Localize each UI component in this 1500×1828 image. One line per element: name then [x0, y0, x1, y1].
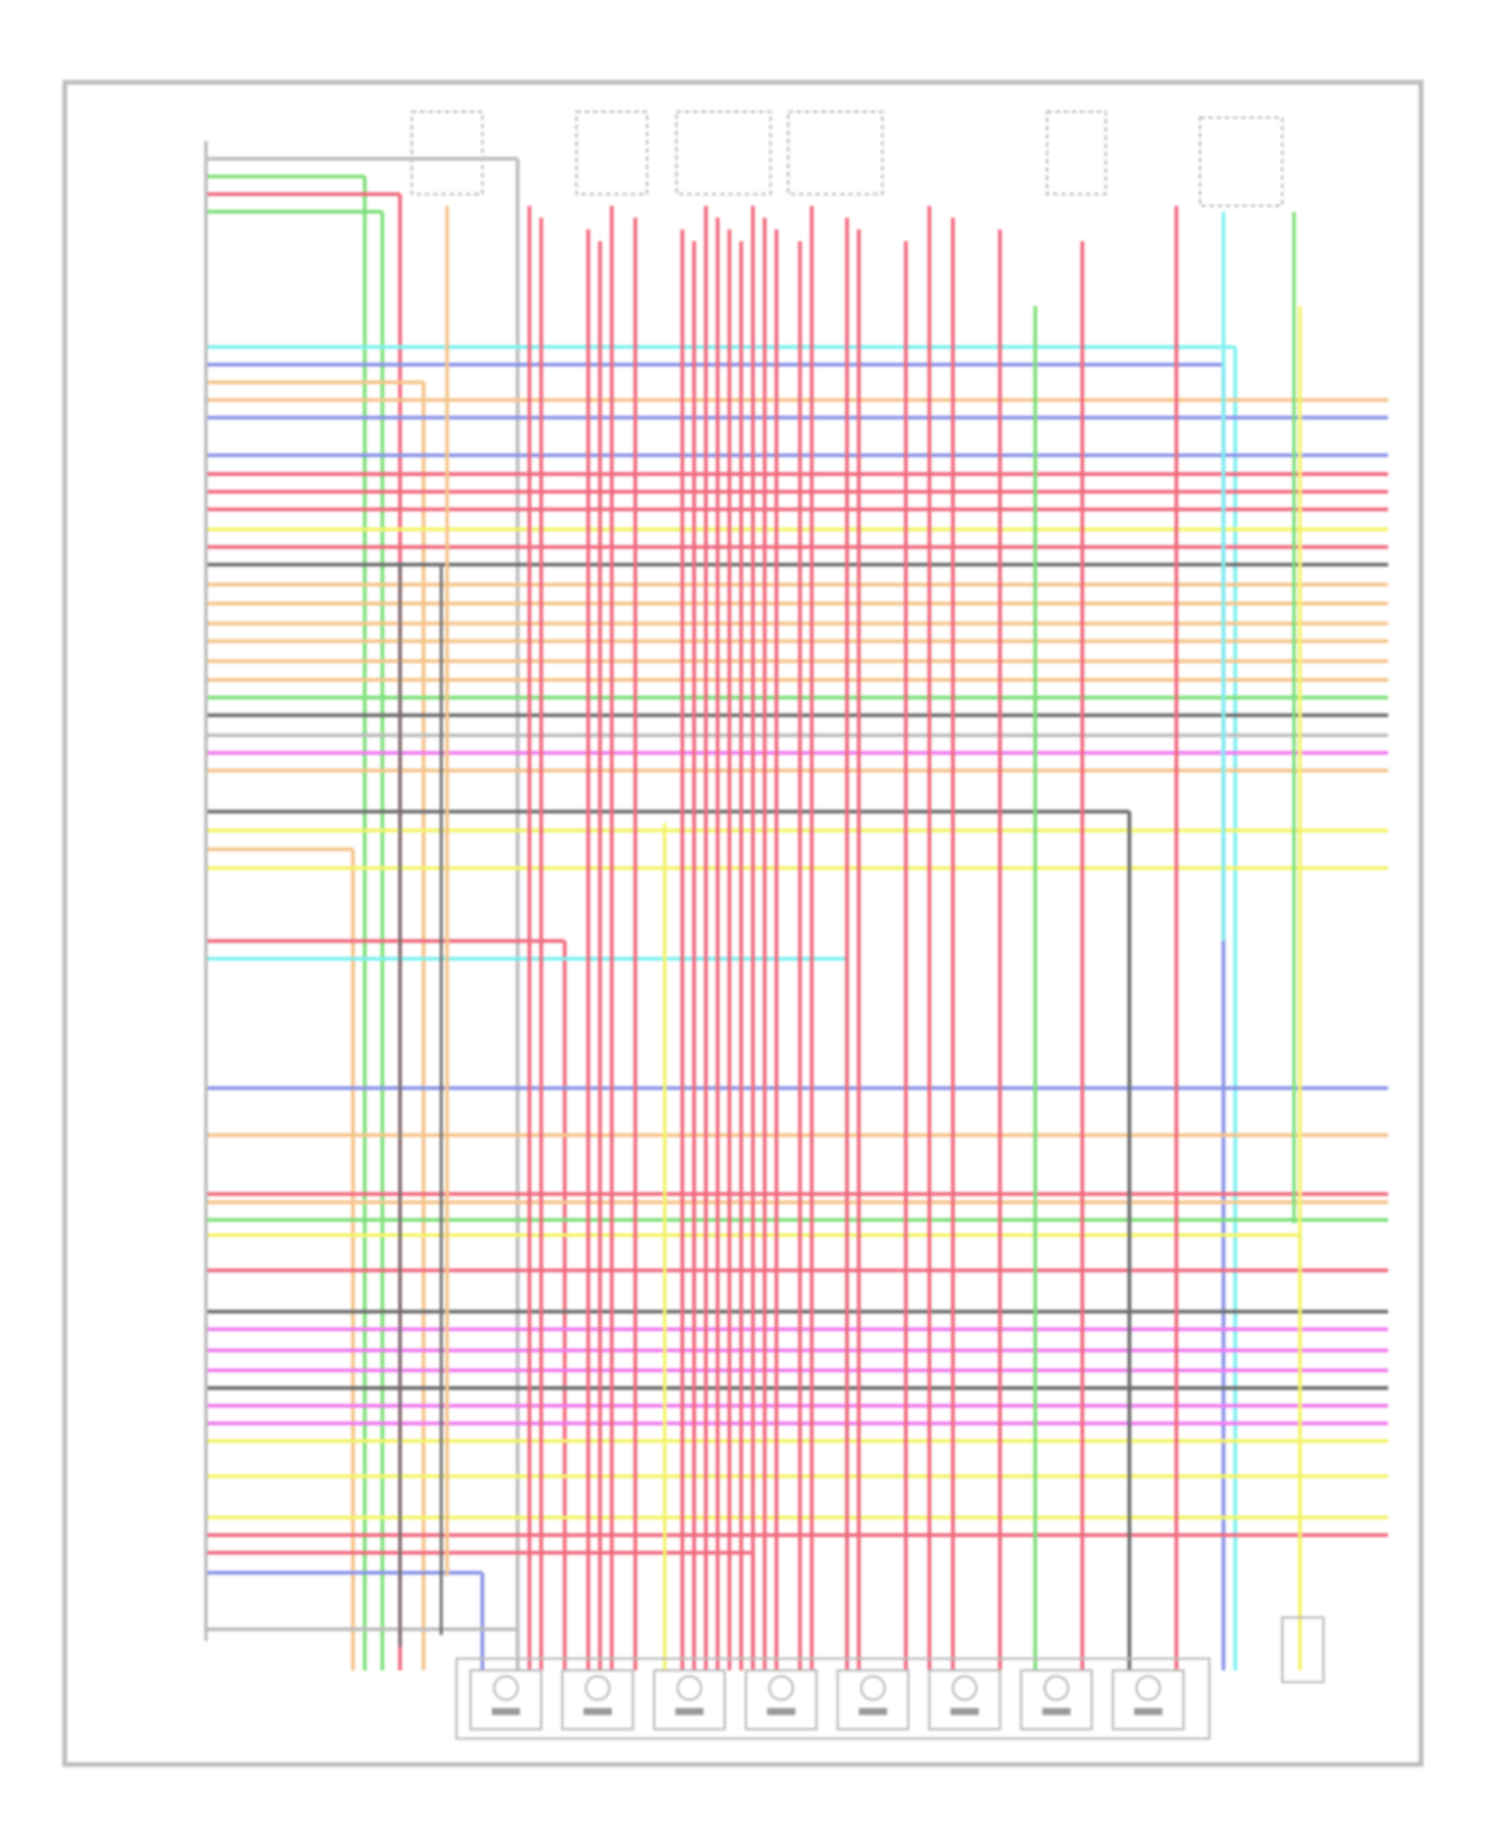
coil-label — [675, 1708, 704, 1716]
coil-pack — [455, 1657, 1211, 1740]
relay-box — [675, 110, 772, 196]
coil-label — [767, 1708, 796, 1716]
coil-symbol — [951, 1675, 978, 1701]
coil-label — [491, 1708, 521, 1716]
coil-symbol — [859, 1675, 886, 1701]
coil-label — [1134, 1708, 1163, 1716]
coil-label — [1042, 1708, 1071, 1716]
coil-label — [950, 1708, 979, 1716]
coil-label — [858, 1708, 888, 1716]
relay-box — [410, 110, 484, 196]
relay-box — [575, 110, 649, 196]
wire-group — [205, 156, 1389, 1671]
coil-label — [583, 1708, 612, 1716]
sensor — [1281, 1616, 1325, 1684]
relay-box — [1198, 116, 1284, 208]
coil-symbol — [492, 1675, 519, 1701]
diagram-frame — [62, 79, 1424, 1767]
relay-box — [787, 110, 884, 196]
coil-symbol — [584, 1675, 611, 1701]
coil-symbol — [1043, 1675, 1070, 1701]
coil-symbol — [768, 1675, 795, 1701]
coil-symbol — [1135, 1675, 1162, 1701]
component-group — [204, 110, 1325, 1740]
coil-symbol — [676, 1675, 703, 1701]
relay-box — [1045, 110, 1108, 196]
